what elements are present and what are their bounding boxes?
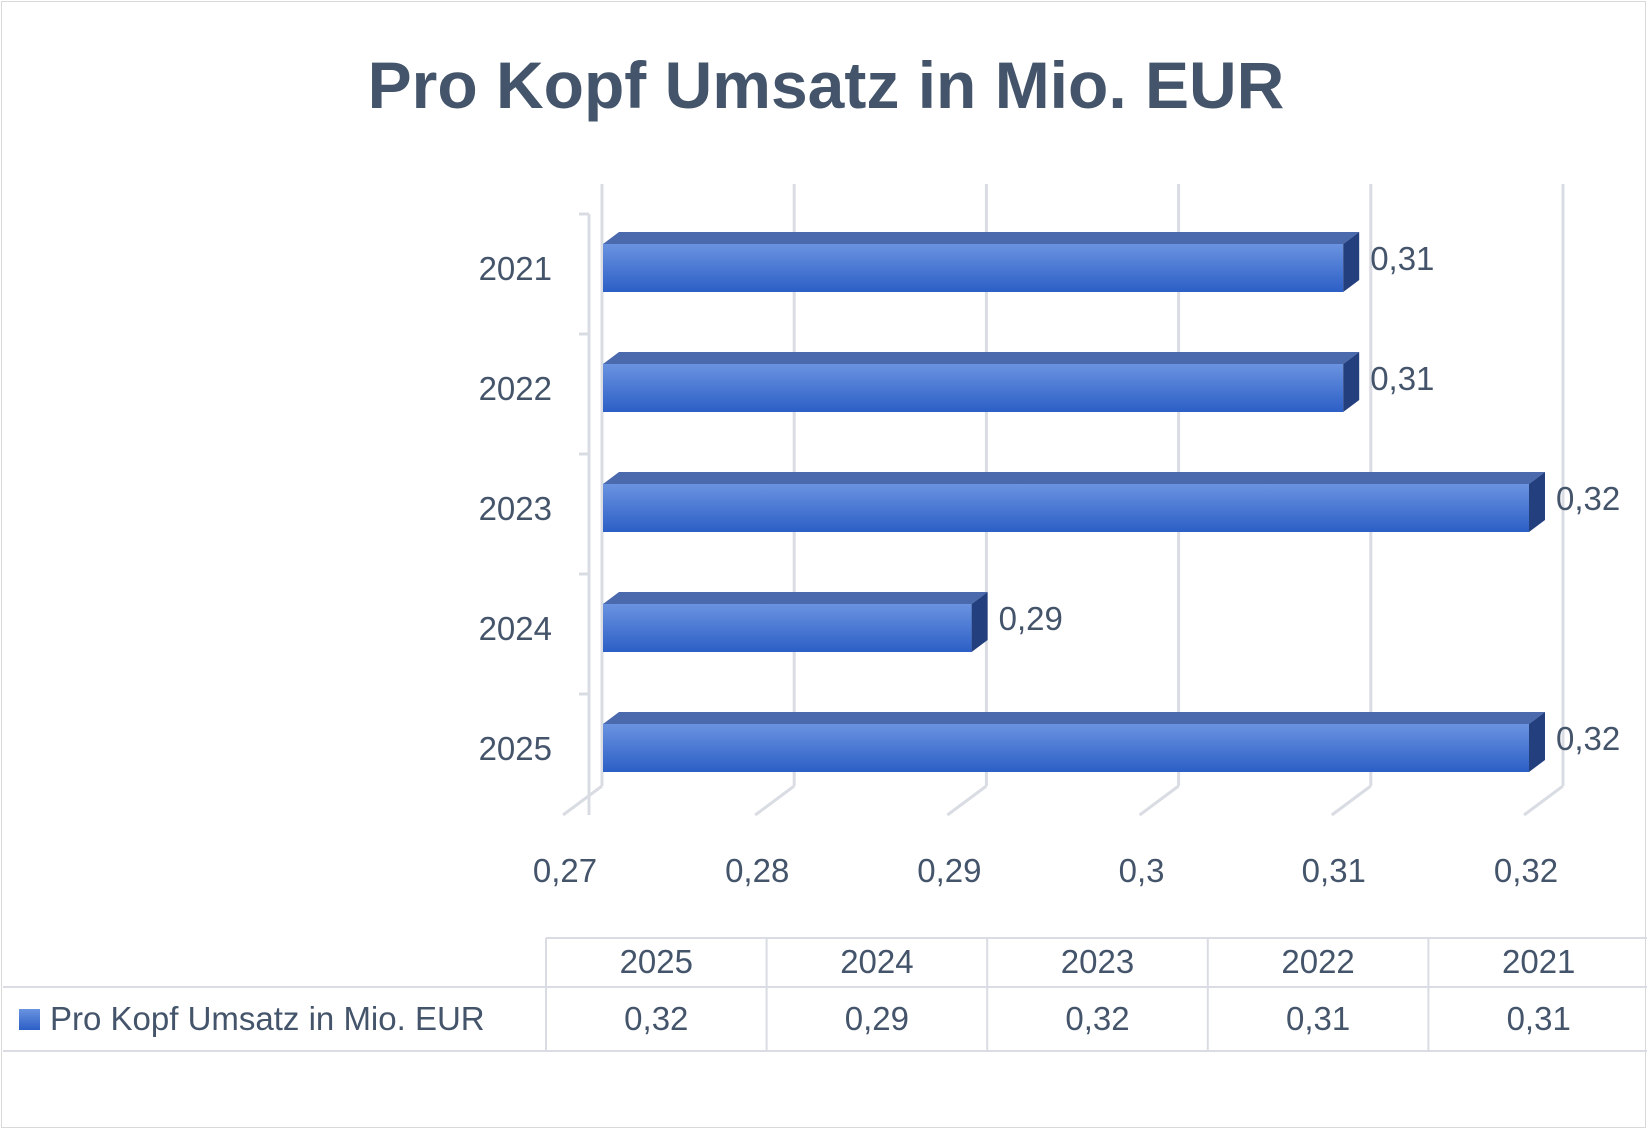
table-header-2025: 2025 xyxy=(620,943,693,980)
data-table: 2025 0,32 2024 0,29 2023 0,32 2022 0,31 2021 0,31… xyxy=(3,937,1647,1052)
table-value-2025: 0,32 xyxy=(624,1000,688,1037)
category-label-2023: 2023 xyxy=(479,490,552,527)
category-label-2021: 2021 xyxy=(479,250,552,287)
table-header-2023: 2023 xyxy=(1061,943,1134,980)
table-value-2022: 0,31 xyxy=(1286,1000,1350,1037)
tick-label-4: 0,31 xyxy=(1302,852,1366,889)
table-value-2024: 0,29 xyxy=(845,1000,909,1037)
bar-2022 xyxy=(603,364,1344,412)
bar-2023 xyxy=(603,484,1529,532)
bar-side-2024 xyxy=(971,592,988,652)
category-label-2024: 2024 xyxy=(479,610,552,647)
bar-2025 xyxy=(603,724,1529,772)
floor-gridline-4 xyxy=(1330,784,1372,817)
floor-gridline-2 xyxy=(946,784,988,817)
tick-label-1: 0,28 xyxy=(725,852,789,889)
table-header-2021: 2021 xyxy=(1502,943,1575,980)
table-value-2023: 0,32 xyxy=(1065,1000,1129,1037)
bar-2024 xyxy=(603,604,972,652)
table-series-name: Pro Kopf Umsatz in Mio. EUR xyxy=(50,1000,485,1037)
data-label-2025: 0,32 xyxy=(1556,720,1620,757)
bar-side-2022 xyxy=(1343,352,1360,412)
tick-label-2: 0,29 xyxy=(917,852,981,889)
bar-top-2023 xyxy=(603,472,1545,484)
tick-label-3: 0,3 xyxy=(1119,852,1165,889)
data-label-2024: 0,29 xyxy=(999,600,1063,637)
bar-layer xyxy=(603,232,1545,772)
value-axis: 0,27 0,28 0,29 0,3 0,31 0,32 xyxy=(533,852,1558,889)
bar-side-2021 xyxy=(1343,232,1360,292)
tick-label-0: 0,27 xyxy=(533,852,597,889)
chart-title: Pro Kopf Umsatz in Mio. EUR xyxy=(368,48,1285,122)
floor-gridline-1 xyxy=(754,784,796,817)
data-label-2023: 0,32 xyxy=(1556,480,1620,517)
table-header-2022: 2022 xyxy=(1281,943,1354,980)
category-axis: 2021 2022 2023 2024 2025 xyxy=(479,212,589,767)
category-label-2022: 2022 xyxy=(479,370,552,407)
table-value-2021: 0,31 xyxy=(1507,1000,1571,1037)
data-label-2022: 0,31 xyxy=(1370,360,1434,397)
bar-top-2024 xyxy=(603,592,988,604)
floor-gridline-5 xyxy=(1523,784,1564,817)
bar-side-2025 xyxy=(1529,712,1545,772)
tick-label-5: 0,32 xyxy=(1494,852,1558,889)
data-label-layer: 0,31 0,31 0,32 0,29 0,32 xyxy=(999,240,1621,757)
bar-side-2023 xyxy=(1529,472,1545,532)
bar-top-2022 xyxy=(603,352,1360,364)
category-label-2025: 2025 xyxy=(479,730,552,767)
floor-gridline-0 xyxy=(562,784,603,817)
bar-2021 xyxy=(603,244,1344,292)
table-header-2024: 2024 xyxy=(840,943,913,980)
floor-gridline-3 xyxy=(1138,784,1180,817)
data-label-2021: 0,31 xyxy=(1370,240,1434,277)
bar-top-2021 xyxy=(603,232,1360,244)
legend-key xyxy=(19,1009,40,1030)
bar-top-2025 xyxy=(603,712,1545,724)
